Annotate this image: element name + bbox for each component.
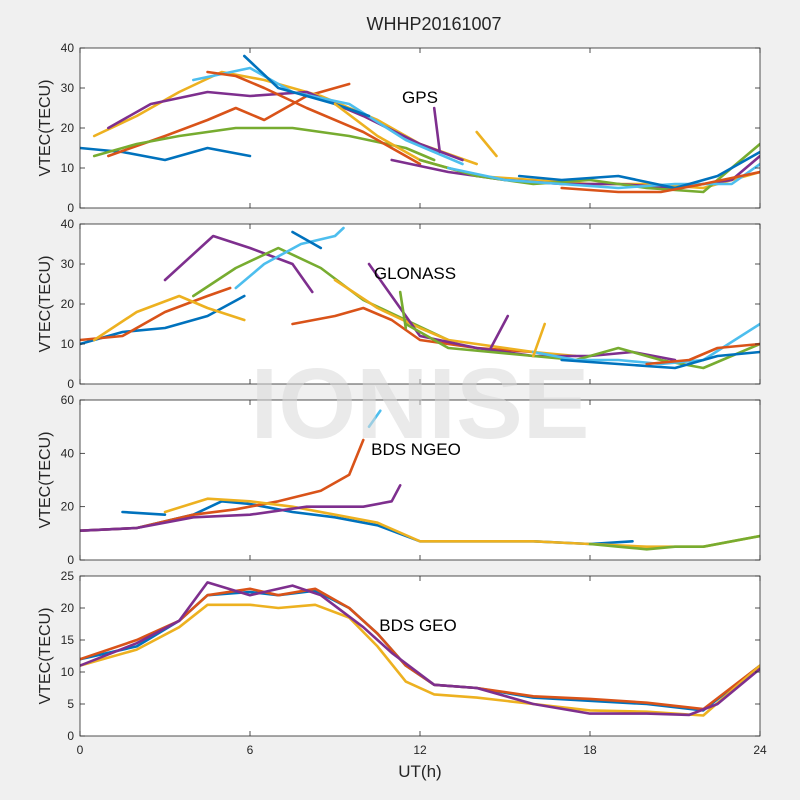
series-line	[560, 350, 760, 370]
chart-title: WHHP20161007	[366, 14, 501, 34]
y-tick-label: 40	[61, 446, 75, 460]
series-line	[645, 342, 760, 366]
series-line	[475, 130, 498, 158]
series-line	[80, 483, 402, 533]
series-line	[80, 286, 232, 342]
series-line	[588, 534, 760, 551]
y-tick-label: 10	[61, 161, 75, 175]
panel-label: GLONASS	[374, 264, 456, 283]
panel-4: 0 6 12 18 24 0 5 10 15 20 25 VTEC(TECU) BDS GEO	[37, 569, 767, 757]
series-line	[398, 290, 408, 330]
series-line	[243, 54, 371, 118]
y-axis-label: VTEC(TECU)	[37, 256, 54, 353]
series-line	[163, 497, 760, 549]
series-line	[192, 66, 464, 166]
series-line	[80, 581, 760, 717]
y-tick-label: 40	[61, 41, 75, 55]
x-tick-label: 0	[77, 743, 84, 757]
panel-label: BDS NGEO	[371, 440, 461, 459]
series-line	[80, 587, 760, 711]
y-tick-label: 60	[61, 393, 75, 407]
y-tick-label: 10	[61, 337, 75, 351]
y-tick-label: 0	[67, 729, 74, 743]
y-tick-label: 20	[61, 500, 75, 514]
panel-1: 0 10 20 30 40 VTEC(TECU) GPS	[37, 41, 761, 215]
x-tick-label: 24	[753, 743, 767, 757]
plot-area	[80, 400, 760, 560]
y-tick-label: 0	[67, 553, 74, 567]
series-line	[80, 603, 760, 717]
series-line	[390, 154, 760, 190]
y-tick-label: 0	[67, 377, 74, 391]
series-line	[531, 322, 547, 358]
x-axis-label: UT(h)	[398, 762, 441, 781]
y-tick-label: 20	[61, 297, 75, 311]
series-line	[432, 106, 442, 154]
y-tick-label: 0	[67, 201, 74, 215]
watermark-text: IONISE	[251, 348, 590, 460]
y-tick-label: 10	[61, 665, 75, 679]
panels-layer: 0 10 20 30 40 VTEC(TECU) GPS 0 10 20 30 40 VTEC(TECU…	[37, 41, 767, 757]
y-tick-label: 15	[61, 633, 75, 647]
series-line	[291, 230, 323, 250]
series-line	[531, 322, 760, 366]
series-group	[80, 409, 760, 551]
panel-label: BDS GEO	[379, 616, 456, 635]
series-line	[163, 234, 314, 294]
series-line	[206, 70, 422, 166]
series-line	[92, 294, 246, 342]
y-tick-label: 30	[61, 81, 75, 95]
y-axis-label: VTEC(TECU)	[37, 608, 54, 705]
y-tick-label: 20	[61, 121, 75, 135]
y-tick-label: 30	[61, 257, 75, 271]
series-line	[517, 150, 760, 190]
series-line	[446, 162, 760, 190]
panel-2: 0 10 20 30 40 VTEC(TECU) GLONASS	[37, 217, 761, 391]
panel-label: GPS	[402, 88, 438, 107]
series-group	[80, 54, 760, 194]
y-tick-label: 40	[61, 217, 75, 231]
series-group	[80, 581, 760, 717]
y-axis-label: VTEC(TECU)	[37, 432, 54, 529]
y-tick-label: 25	[61, 569, 75, 583]
panel-3: 0 20 40 60 VTEC(TECU) BDS NGEO	[37, 393, 761, 567]
y-tick-label: 20	[61, 601, 75, 615]
x-tick-label: 6	[247, 743, 254, 757]
series-line	[234, 226, 345, 290]
series-group	[80, 226, 760, 370]
series-line	[80, 294, 246, 346]
series-line	[121, 510, 167, 517]
series-line	[489, 314, 510, 350]
y-tick-label: 5	[67, 697, 74, 711]
series-line	[418, 142, 760, 194]
y-axis-label: VTEC(TECU)	[37, 80, 54, 177]
series-line	[560, 170, 760, 194]
x-tick-label: 18	[583, 743, 597, 757]
x-tick-label: 12	[413, 743, 427, 757]
series-line	[367, 409, 382, 429]
